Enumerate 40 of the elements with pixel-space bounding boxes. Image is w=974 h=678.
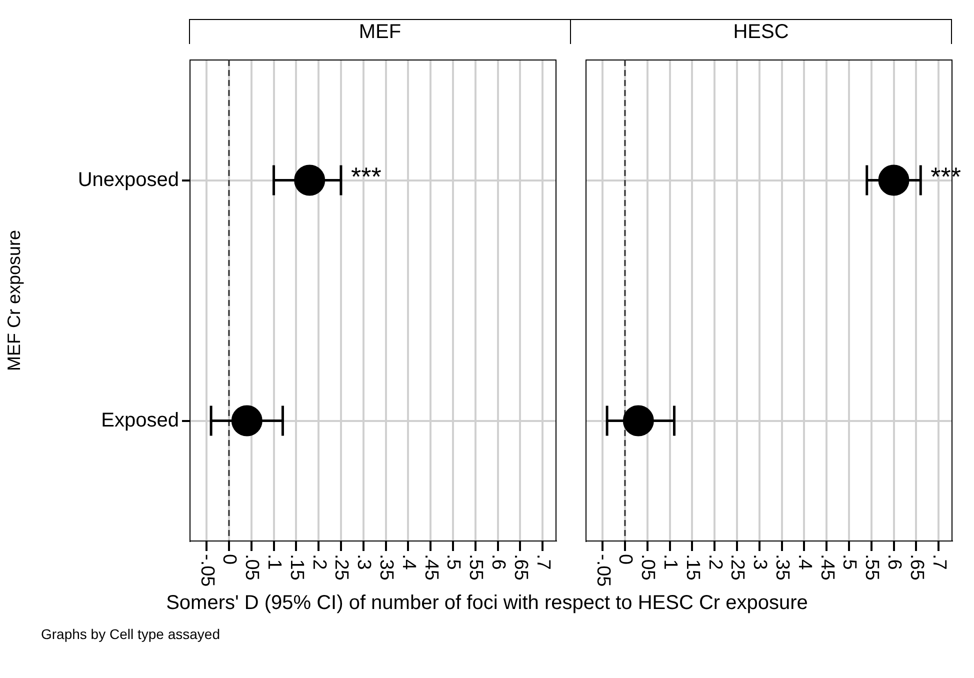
x-tick-label: .6 (488, 554, 509, 570)
x-tick-label: .4 (794, 554, 815, 570)
x-tick-label: -.05 (196, 554, 218, 587)
x-tick-label: .45 (816, 554, 838, 580)
chart-title: MEF (189, 19, 571, 44)
x-tick-label: .7 (532, 554, 554, 570)
x-tick-label: 0 (218, 554, 240, 565)
x-tick-label: .1 (264, 554, 285, 570)
x-tick-label: .1 (660, 554, 681, 570)
x-tick-label: .15 (286, 554, 307, 580)
x-tick-label: .65 (906, 554, 927, 580)
x-tick-label: .65 (510, 554, 531, 580)
x-tick-label: .45 (420, 554, 442, 580)
chart-title: HESC (570, 19, 952, 44)
x-tick-label: .4 (398, 554, 419, 570)
x-tick-label: .5 (442, 554, 464, 570)
text: Graphs by Cell type assayed (41, 626, 220, 642)
y-tick-label: Exposed (101, 409, 179, 432)
x-tick-label: .55 (861, 554, 882, 580)
x-tick-label: .6 (884, 554, 905, 570)
x-tick-label: .55 (465, 554, 486, 580)
x-tick-label: .2 (704, 554, 726, 570)
x-tick-label: .3 (353, 554, 374, 570)
x-tick-label: .25 (726, 554, 748, 580)
x-tick-label: .7 (928, 554, 950, 570)
x-tick-label: .35 (772, 554, 793, 580)
y-axis-title: MEF Cr exposure (4, 230, 24, 372)
x-tick-label: .5 (838, 554, 860, 570)
annotation: *** (350, 161, 382, 192)
x-tick-label: .05 (241, 554, 262, 580)
x-tick-label: .3 (749, 554, 770, 570)
x-tick-label: .25 (330, 554, 352, 580)
y-tick-label: Unexposed (78, 168, 179, 191)
x-tick-label: 0 (614, 554, 636, 565)
x-tick-label: .05 (637, 554, 658, 580)
x-tick-label: -.05 (592, 554, 614, 587)
x-tick-label: .35 (376, 554, 397, 580)
x-axis-title: Somers' D (95% CI) of number of foci with respect to HESC Cr exposure (165, 592, 809, 615)
x-tick-label: .15 (682, 554, 703, 580)
x-tick-label: .2 (308, 554, 330, 570)
